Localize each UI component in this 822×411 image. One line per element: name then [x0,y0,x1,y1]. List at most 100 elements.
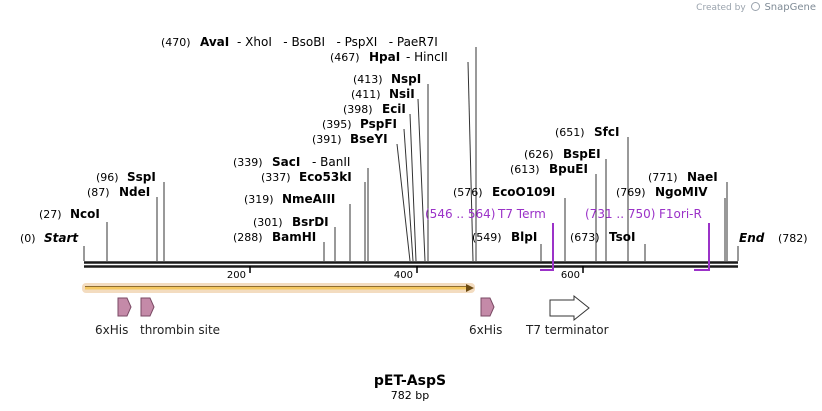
site-ecii[interactable]: (398) EciI [343,102,417,262]
site-nsii[interactable]: (411) NsiI [351,87,426,262]
site-name: NdeI [119,185,150,199]
site-pos: (413) [353,73,383,86]
feature-label: thrombin site [140,323,220,337]
site-pos: (576) [453,186,483,199]
site-pos: (398) [343,103,373,116]
site-pos: (613) [510,163,540,176]
feature-6xhis-2[interactable]: 6xHis [469,297,502,337]
primer-name: T7 Term [497,207,546,221]
site-name: SspI [127,170,156,184]
primer-range: (731 .. 750) [585,207,655,221]
site-name: NmeAIII [282,192,335,206]
site-ndei[interactable]: (87) NdeI [87,185,158,261]
site-ecoo109i[interactable]: (576) EcoO109I [453,185,566,261]
orf-arrow[interactable] [82,283,475,293]
site-pos: (771) [648,171,678,184]
site-name: BsrDI [292,215,329,229]
start-pos: (0) [20,232,36,245]
site-pos: (651) [555,126,585,139]
site-name: NcoI [70,207,100,221]
site-blpi[interactable]: (549) BlpI [472,230,542,261]
site-pos: (626) [524,148,554,161]
site-name: NsiI [389,87,415,101]
site-pos: (769) [616,186,646,199]
feature-t7-terminator[interactable]: T7 terminator [525,294,609,337]
start-label: Start [44,231,79,245]
site-bamhi[interactable]: (288) BamHI [233,230,325,261]
site-pos: (337) [261,171,291,184]
tick-400: 400 [394,266,418,281]
site-pos: (395) [322,118,352,131]
site-name: BamHI [272,230,316,244]
site-name: EcoO109I [492,185,555,199]
credit-brand: SnapGene [764,2,816,13]
snapgene-logo-icon [750,2,760,11]
site-bpuei[interactable]: (613) BpuEI [510,162,597,261]
feature-thrombin-site[interactable]: thrombin site [140,297,220,337]
primer-t7-term[interactable]: (546 .. 564) T7 Term [425,207,554,271]
site-sspi[interactable]: (96) SspI [96,170,165,261]
map-length: 782 bp [391,389,429,402]
primer-f1ori-r[interactable]: (731 .. 750) F1ori-R [585,207,710,271]
feature-6xhis-1[interactable]: 6xHis [95,297,132,337]
site-pos: (288) [233,231,263,244]
site-name: SfcI [594,125,619,139]
site-pos: (549) [472,231,502,244]
site-extra: - HincII [406,50,448,64]
site-naei[interactable]: (771) NaeI [648,170,728,261]
end-label: End [739,231,765,245]
site-pos: (319) [244,193,274,206]
site-name: BspEI [563,147,601,161]
site-saci[interactable]: (339) SacI - BanII [233,155,369,261]
tick-label: 400 [394,270,413,281]
site-name: AvaI [200,35,229,49]
site-bspei[interactable]: (626) BspEI [524,147,607,261]
site-ncoi[interactable]: (27) NcoI [39,207,108,261]
feature-label: 6xHis [469,323,502,337]
feature-label: T7 terminator [525,323,609,337]
primer-name: F1ori-R [659,207,702,221]
site-tsoi[interactable]: (673) TsoI [570,230,646,261]
site-extra: - XhoI - BsoBI - PspXI - PaeR7I [237,35,438,49]
site-name: HpaI [369,50,400,64]
site-bseyi[interactable]: (391) BseYI [312,132,411,262]
site-pos: (391) [312,133,342,146]
site-name: PspFI [360,117,397,131]
site-hpai[interactable]: (467) HpaI - HincII [330,50,474,262]
site-pos: (301) [253,216,283,229]
site-name: BlpI [511,230,537,244]
tick-200: 200 [227,266,251,281]
site-name: BseYI [350,132,388,146]
site-name: TsoI [609,230,635,244]
site-nspi[interactable]: (413) NspI [353,72,429,261]
site-pos: (411) [351,88,381,101]
site-pspfi[interactable]: (395) PspFI [322,117,414,262]
site-pos: (27) [39,208,62,221]
site-avai[interactable]: (470) AvaI - XhoI - BsoBI - PspXI - PaeR… [161,35,477,261]
primer-range: (546 .. 564) [425,207,495,221]
site-pos: (339) [233,156,263,169]
site-eco53ki[interactable]: (337) Eco53kI [261,170,366,261]
site-name: BpuEI [549,162,588,176]
site-pos: (673) [570,231,600,244]
credit-banner: Created by SnapGene [696,2,816,13]
tick-label: 600 [561,270,580,281]
map-title: pET-AspS [374,373,446,389]
site-name: NgoMIV [655,185,708,199]
site-bsrdi[interactable]: (301) BsrDI [253,215,336,261]
site-name: Eco53kI [299,170,352,184]
site-ngomiv[interactable]: (769) NgoMIV [616,185,726,261]
feature-label: 6xHis [95,323,128,337]
site-pos: (470) [161,36,191,49]
tick-600: 600 [561,266,584,281]
site-pos: (467) [330,51,360,64]
site-name: NaeI [687,170,718,184]
site-extra: - BanII [312,155,350,169]
end-end-marker: End (782) [737,231,808,261]
site-name: EciI [382,102,406,116]
site-nmeaiii[interactable]: (319) NmeAIII [244,192,351,261]
site-sfci[interactable]: (651) SfcI [555,125,629,261]
end-pos: (782) [778,232,808,245]
